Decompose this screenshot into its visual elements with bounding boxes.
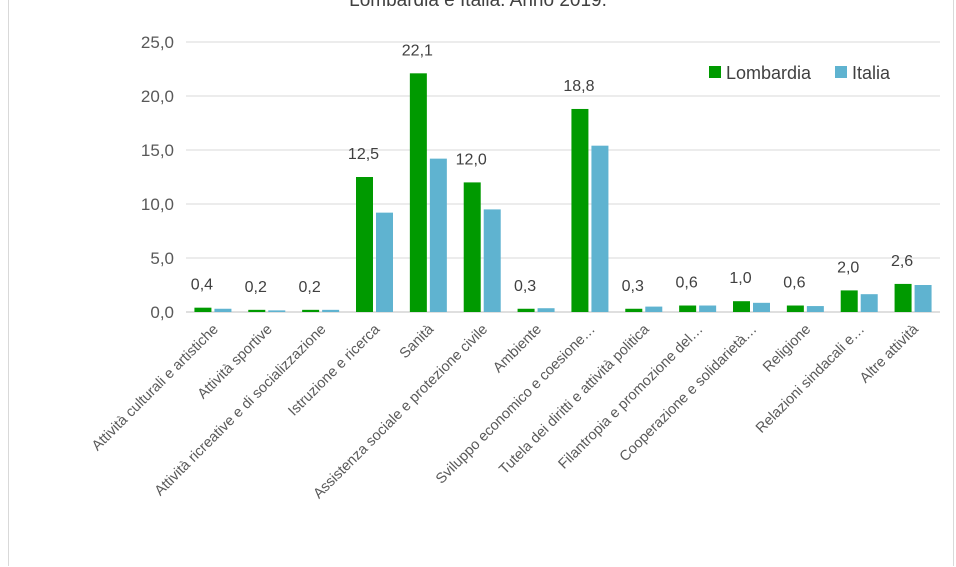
data-label-lombardia: 18,8 [563, 78, 594, 95]
bar-lombardia [302, 309, 320, 312]
bar-italia [914, 285, 932, 312]
bar-lombardia [248, 309, 266, 312]
x-axis-labels: Attività culturali e artisticheAttività … [89, 321, 922, 502]
data-label-lombardia: 22,1 [402, 42, 433, 59]
bars [194, 73, 932, 313]
bar-lombardia [409, 73, 427, 312]
data-label-lombardia: 12,5 [348, 146, 379, 163]
legend: Lombardia Italia [709, 63, 891, 83]
bar-italia [591, 145, 609, 312]
x-tick-label: Altre attività [857, 321, 923, 387]
x-tick-label: Istruzione e ricerca [285, 321, 384, 420]
data-label-lombardia: 0,4 [191, 277, 213, 294]
bar-lombardia [679, 305, 697, 312]
bar-italia [537, 308, 555, 312]
y-tick-label: 25,0 [141, 33, 174, 52]
bar-italia [860, 294, 878, 312]
bar-lombardia [356, 177, 373, 312]
x-tick-label: Sanità [397, 321, 438, 362]
y-tick-label: 15,0 [141, 141, 174, 160]
y-tick-label: 0,0 [150, 303, 174, 322]
bar-italia [429, 158, 447, 312]
legend-label-italia: Italia [852, 63, 891, 83]
bar-italia [753, 302, 770, 312]
data-label-lombardia: 0,3 [514, 278, 536, 295]
data-label-lombardia: 0,3 [622, 278, 644, 295]
data-label-lombardia: 0,6 [783, 275, 805, 292]
y-tick-label: 10,0 [141, 195, 174, 214]
bar-italia [699, 305, 717, 312]
y-tick-label: 5,0 [150, 249, 174, 268]
data-label-lombardia: 2,0 [837, 259, 859, 276]
bar-lombardia [786, 305, 804, 312]
x-tick-label: Relazioni sindacali e… [753, 322, 868, 437]
chart-frame [8, 0, 954, 566]
bar-lombardia [194, 307, 212, 312]
bar-italia [322, 309, 340, 312]
bar-italia [376, 212, 393, 312]
legend-swatch-lombardia [709, 66, 721, 78]
bar-lombardia [625, 308, 643, 312]
legend-label-lombardia: Lombardia [726, 63, 812, 83]
chart-title: Lombardia e Italia. Anno 2019. [349, 0, 607, 11]
data-label-lombardia: 2,6 [891, 253, 913, 270]
bar-lombardia [894, 283, 912, 312]
bar-lombardia [840, 290, 858, 312]
data-label-lombardia: 0,2 [299, 279, 321, 296]
data-label-lombardia: 0,2 [245, 279, 267, 296]
bar-lombardia [463, 182, 481, 312]
x-tick-label: Ambiente [490, 322, 545, 377]
data-label-lombardia: 0,6 [676, 275, 698, 292]
y-axis-ticks: 0,0 5,0 10,0 15,0 20,0 25,0 [141, 33, 174, 322]
bar-lombardia [733, 301, 750, 312]
bar-italia [268, 310, 286, 312]
y-tick-label: 20,0 [141, 87, 174, 106]
bar-italia [645, 306, 663, 312]
bar-lombardia [517, 308, 535, 312]
bar-italia [214, 308, 232, 312]
data-label-lombardia: 1,0 [729, 270, 751, 287]
x-tick-label: Religione [760, 322, 814, 376]
bar-lombardia [571, 108, 589, 313]
legend-swatch-italia [835, 66, 847, 78]
data-labels: 0,4 0,2 0,2 12,5 22,1 12,0 0,3 18,8 0,3 0,6 1,0 0,6… [191, 42, 913, 296]
bar-italia [483, 209, 501, 312]
data-label-lombardia: 12,0 [456, 151, 487, 168]
bar-italia [806, 306, 824, 312]
